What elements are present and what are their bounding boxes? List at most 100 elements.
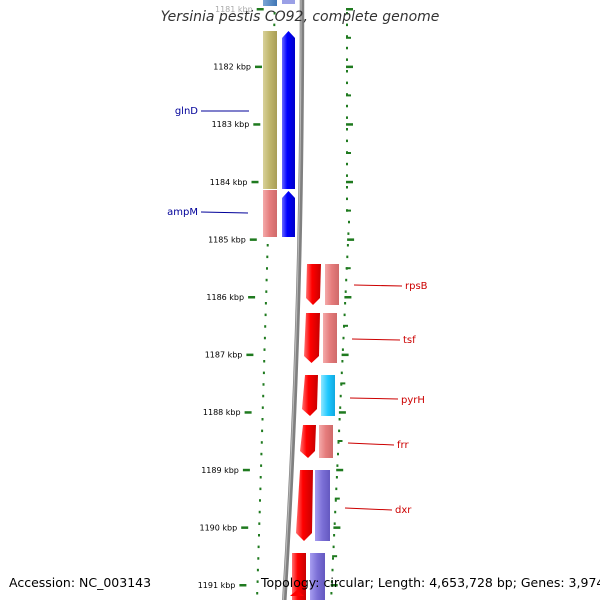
map-title: Yersinia pestis CO92, complete genome	[160, 9, 440, 25]
guide-dot-right	[332, 557, 334, 560]
guide-dot-right	[346, 104, 348, 108]
gene-frr-arrow	[300, 425, 316, 458]
gene-frr-cog-block	[319, 425, 333, 458]
gene-dxr-arrow	[296, 470, 313, 541]
guide-dot-left	[264, 302, 267, 305]
guide-dot-left	[258, 522, 261, 525]
guide-dot-left	[262, 394, 265, 398]
gene-rpsB-cog-block	[325, 264, 339, 305]
ruler-tick-right	[346, 65, 353, 69]
guide-dot-right	[341, 348, 344, 351]
guide-dot-right	[338, 418, 341, 421]
guide-dot-right	[335, 476, 338, 479]
ruler-tick-minor	[346, 36, 351, 39]
guide-dot-left	[258, 510, 261, 514]
ruler-tick-major	[253, 123, 261, 126]
genome-backbone	[282, 0, 305, 600]
ruler-tick-major	[255, 65, 262, 69]
guide-dot-left	[259, 476, 262, 479]
guide-dot-left	[260, 464, 263, 467]
ruler-tick-label: 1188 kbp	[203, 408, 241, 417]
guide-dot-left	[258, 534, 260, 537]
ruler-tick-right	[333, 526, 341, 529]
guide-dot-left	[261, 429, 264, 433]
guide-dot-left	[264, 313, 267, 317]
guide-dot-left	[264, 325, 267, 328]
gene-ampM-arrow	[282, 191, 295, 237]
guide-dot-right	[340, 371, 343, 375]
ruler-tick-major	[244, 411, 252, 414]
guide-dot-right	[340, 383, 343, 386]
guide-dot-left	[265, 278, 268, 282]
ruler-tick-right	[346, 123, 353, 126]
feature-partial-top-left	[263, 0, 277, 6]
ruler-tick-right	[338, 411, 346, 414]
guide-dot-left	[259, 487, 262, 491]
gene-pyrH-cog-block	[321, 375, 335, 416]
ruler-tick-minor	[332, 555, 338, 558]
guide-dot-right	[339, 394, 342, 398]
guide-dot-right	[341, 360, 344, 363]
gene-pyrH-arrow	[302, 375, 318, 416]
ruler-tick-minor	[346, 94, 351, 97]
guide-dot-right	[348, 220, 350, 224]
guide-dot-right	[337, 452, 339, 456]
ruler-tick-minor	[340, 382, 346, 385]
gene-dxr-leader	[344, 507, 393, 511]
guide-dot-right	[346, 197, 348, 201]
guide-dot-right	[346, 12, 348, 15]
ruler-tick-label: 1187 kbp	[205, 351, 243, 360]
guide-dot-right	[336, 464, 339, 467]
guide-dot-right	[344, 290, 347, 293]
guide-dot-right	[345, 278, 348, 282]
guide-dot-right	[338, 429, 341, 433]
ruler-tick-right	[341, 353, 349, 357]
ruler-tick-right	[346, 8, 353, 11]
ruler-tick-label: 1186 kbp	[206, 293, 244, 302]
guide-dot-right	[342, 336, 345, 340]
gene-tsf-cog-block	[323, 313, 337, 363]
guide-dot-right	[346, 23, 348, 27]
guide-dot-right	[346, 128, 348, 131]
ruler-tick-right	[344, 296, 352, 299]
guide-dot-left	[262, 383, 265, 386]
ruler-tick-major	[248, 296, 256, 299]
accession-label: Accession: NC_003143	[9, 575, 152, 590]
gene-label-frr: frr	[397, 440, 409, 451]
ruler-tick-major	[246, 353, 254, 357]
gene-rpsB-arrow	[306, 264, 321, 305]
gene-glnD-cog-block	[263, 31, 277, 189]
ruler-tick-label: 1184 kbp	[210, 178, 248, 187]
guide-dot-right	[346, 35, 348, 38]
feature-partial-bottom-red	[292, 553, 306, 600]
guide-dot-right	[346, 174, 348, 177]
gene-tsf-leader	[351, 338, 401, 341]
guide-dot-left	[256, 592, 259, 595]
ruler-tick-major	[242, 468, 250, 472]
ruler-tick-right	[346, 180, 353, 184]
guide-dot-right	[335, 487, 338, 491]
guide-dot-right	[334, 499, 337, 502]
ruler-tick-major	[239, 584, 247, 587]
ruler-tick-minor	[337, 440, 343, 442]
ruler-tick-label: 1181 kbp	[215, 5, 253, 14]
guide-dot-right	[330, 592, 333, 595]
ruler-tick-minor	[343, 324, 348, 327]
ruler-tick-major	[256, 8, 264, 11]
guide-dot-right	[347, 232, 350, 235]
feature-partial-top-right	[282, 0, 295, 4]
ruler-tick-major	[241, 526, 249, 529]
gene-rpsB-leader	[353, 284, 403, 287]
ruler-tick-right	[347, 238, 355, 241]
ruler-tick-label: 1185 kbp	[208, 235, 246, 244]
guide-dot-left	[266, 255, 269, 259]
guide-dot-left	[260, 441, 263, 444]
feature-partial-bottom-purple	[310, 553, 325, 600]
gene-dxr-cog-block	[315, 470, 330, 541]
gene-label-pyrH: pyrH	[401, 395, 425, 406]
ruler-tick-label: 1182 kbp	[213, 63, 251, 72]
topology-label: Topology: circular; Length: 4,653,728 bp…	[261, 575, 600, 590]
ruler-tick-minor	[345, 267, 351, 270]
guide-dot-left	[256, 580, 259, 583]
guide-dot-right	[346, 116, 348, 119]
